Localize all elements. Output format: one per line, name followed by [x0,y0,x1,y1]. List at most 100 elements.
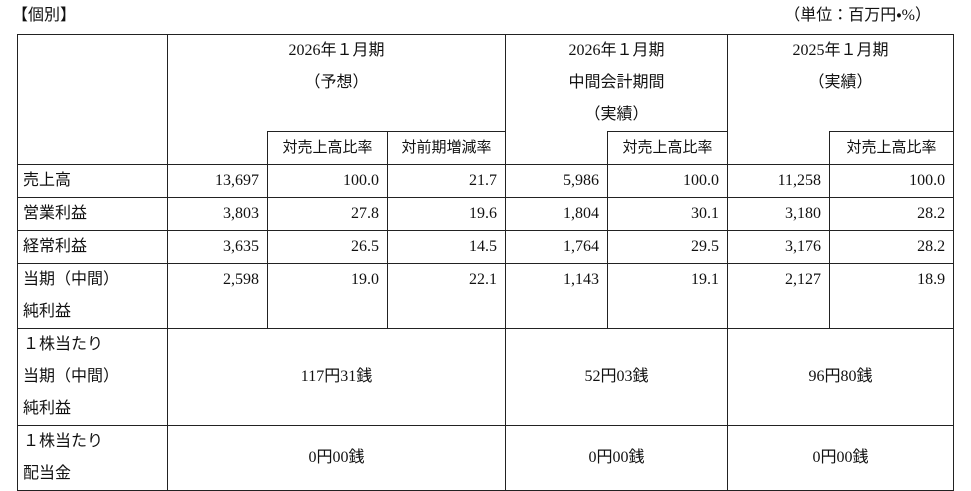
subheader-text: 対売上高比率 [622,140,713,156]
value-cell: 26.5 [267,230,388,264]
label-line: 当期（中間） [23,271,120,288]
table-row: 売上高 13,697 100.0 21.7 5,986 100.0 11,258 100.0 [17,164,955,198]
value-cell: 19.1 [607,263,729,329]
table-row: 営業利益 3,803 27.8 19.6 1,804 30.1 3,180 28.2 [17,197,955,231]
value: 27.8 [351,205,379,222]
page: 【個別】 （単位：百万円・%） 2026年１月期 （予想） 2026年１月期 中間会計… [12,7,955,491]
value: 96円80銭 [808,368,873,385]
table-row: １株当たり配当金 0円00銭 0円00銭 0円00銭 [17,425,955,491]
value-cell: 3,180 [727,197,831,231]
value-cell: 18.9 [829,263,955,329]
value: 28.2 [917,205,946,222]
value-cell: 22.1 [386,263,507,329]
value: 2,598 [223,271,259,288]
value: 3,180 [785,205,822,222]
header-line: （予想） [304,74,369,91]
header-line: 中間会計期間 [568,74,665,91]
row-label: 経常利益 [17,230,168,264]
value: 0円00銭 [308,449,365,466]
value: 28.2 [917,238,946,255]
header-line: 2025年１月期 [792,42,889,59]
row-label: １株当たり配当金 [17,425,168,491]
per-share-value: 52円03銭 [505,328,729,426]
value: 18.9 [917,271,946,288]
value-cell: 3,635 [167,230,268,264]
value-cell: 30.1 [607,197,729,231]
group-header: 2026年１月期 （予想） [166,34,507,132]
value-cell: 3,176 [727,230,831,264]
value-cell: 1,764 [505,230,609,264]
subheader-text: 対前期増減率 [401,140,492,156]
value: 26.5 [351,238,379,255]
value-cell: 21.7 [386,164,507,198]
label-line: 純利益 [23,400,72,417]
value-cell: 28.2 [829,197,955,231]
value: 1,143 [563,271,600,288]
value: 19.0 [351,271,379,288]
value: 100.0 [343,172,379,189]
label-line: 当期（中間） [23,368,120,385]
corner-cell [17,34,168,165]
table-row: 当期（中間） 純利益 2,598 19.0 22.1 1,143 19.1 2,127 18.9 [17,263,955,329]
label-line: 配当金 [23,465,72,482]
value: 21.7 [469,172,498,189]
label-line: １株当たり [23,336,104,353]
value-cell: 19.0 [267,263,388,329]
value: 29.5 [691,238,720,255]
value: 11,258 [777,172,822,189]
empty-subheader [727,131,831,165]
value-cell: 29.5 [607,230,729,264]
value: 30.1 [691,205,720,222]
value-cell: 100.0 [607,164,729,198]
value: 100.0 [683,172,720,189]
header-line: 2026年１月期 [568,42,665,59]
label-line: 純利益 [23,303,72,320]
row-label: 営業利益 [17,197,168,231]
value: 3,635 [223,238,259,255]
subheader: 対売上高比率 [607,131,729,165]
row-label: 売上高 [17,164,168,198]
value-cell: 3,803 [167,197,268,231]
empty-subheader [505,131,609,165]
value: 22.1 [469,271,498,288]
value: 19.6 [469,205,498,222]
header-line: （実績） [584,106,649,123]
value: 5,986 [563,172,600,189]
value-cell: 27.8 [267,197,388,231]
per-share-value: 0円00銭 [505,425,729,491]
label-line: 営業利益 [23,205,88,222]
subheader-text: 対売上高比率 [282,140,373,156]
label-line: 経常利益 [23,238,88,255]
value-cell: 2,127 [727,263,831,329]
value: 3,176 [785,238,822,255]
value: 14.5 [469,238,498,255]
unit-note: （単位：百万円・%） [784,7,931,24]
financial-table: 2026年１月期 （予想） 2026年１月期 中間会計期間 （実績） 2025年１月期 （実… [17,34,955,491]
empty-subheader [167,131,268,165]
value-cell: 19.6 [386,197,507,231]
value: 2,127 [785,271,822,288]
label-line: １株当たり [23,433,104,450]
subheader-text: 対売上高比率 [846,140,937,156]
value-cell: 1,143 [505,263,609,329]
row-label: １株当たり当期（中間） 純利益 [17,328,168,426]
subheader: 対売上高比率 [267,131,388,165]
value: 19.1 [691,271,720,288]
value-cell: 13,697 [167,164,268,198]
header-line: （実績） [808,74,873,91]
value: 52円03銭 [584,368,649,385]
row-label: 当期（中間） 純利益 [17,263,168,329]
table-row: 経常利益 3,635 26.5 14.5 1,764 29.5 3,176 28.2 [17,230,955,264]
table-row: 対売上高比率 対前期増減率 対売上高比率 対売上高比率 [18,131,955,165]
subheader: 対売上高比率 [829,131,955,165]
per-share-value: 0円00銭 [727,425,955,491]
value: 0円00銭 [588,449,645,466]
value-cell: 100.0 [267,164,388,198]
title: 【個別】 [12,7,77,24]
value: 13,697 [215,172,259,189]
value-cell: 1,804 [505,197,609,231]
value-cell: 2,598 [167,263,268,329]
subheader: 対前期増減率 [386,131,507,165]
per-share-value: 117円31銭 [166,328,507,426]
header-line: 2026年１月期 [288,42,385,59]
